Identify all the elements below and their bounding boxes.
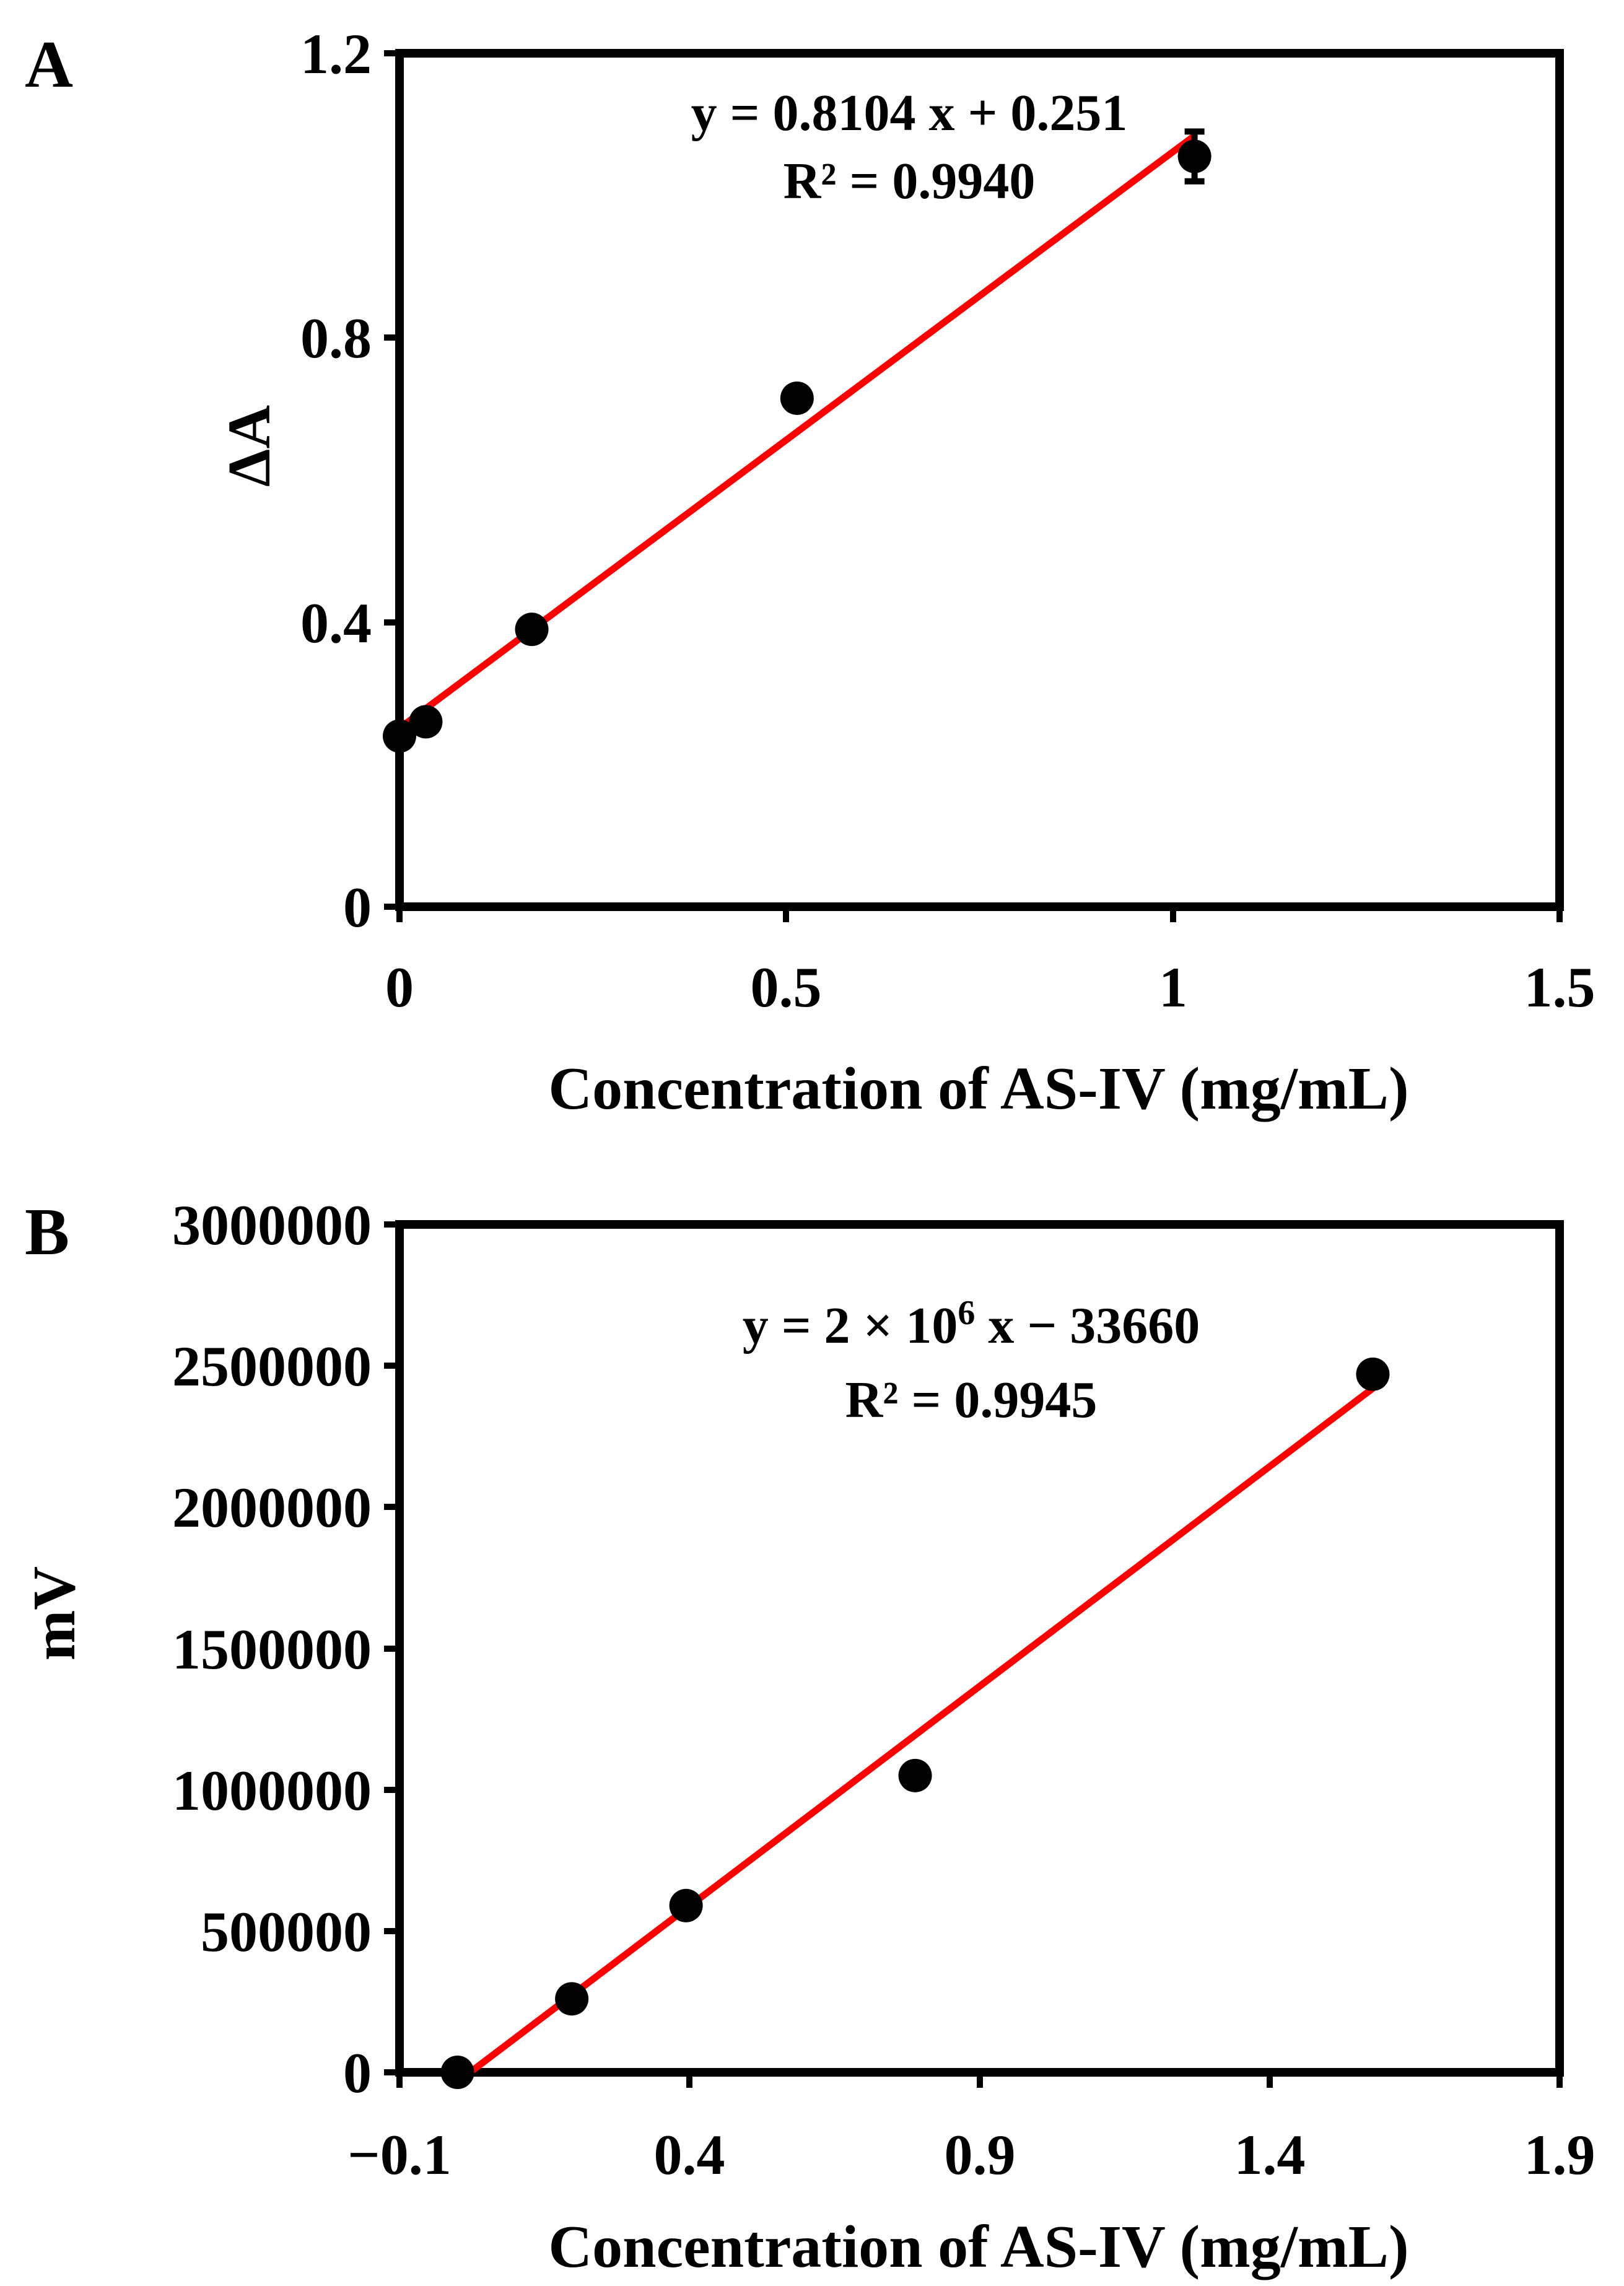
- panel-b-equation-superscript: 6: [958, 1294, 975, 1332]
- panel-a-x-axis-title: Concentration of AS-IV (mg/mL): [548, 1055, 1408, 1122]
- panel-b-r-squared: R² = 0.9945: [845, 1371, 1098, 1429]
- panel-b-equation-post: x − 33660: [975, 1297, 1200, 1355]
- panel-b-data-point: [1356, 1357, 1390, 1391]
- panel-a-y-axis-title: ΔA: [216, 405, 283, 487]
- panel-a-xtick-label: 1: [1159, 956, 1187, 1019]
- panel-b-equation-pre: y = 2 × 10: [743, 1297, 958, 1355]
- panel-b-xtick-label: 0.9: [945, 2123, 1016, 2186]
- panel-a-ytick-label: 1.2: [300, 22, 372, 85]
- panel-b-y-ticks: 0 500000 1000000 1500000 2000000 2500000…: [172, 1193, 399, 2105]
- panel-b-xtick-label: 0.4: [654, 2123, 725, 2186]
- panel-b-ytick-label: 1500000: [172, 1618, 372, 1681]
- panel-b-x-ticks: −0.1 0.4 0.9 1.4 1.9: [347, 2072, 1596, 2186]
- panel-b-label: B: [25, 1195, 69, 1269]
- panel-b-data-point: [669, 1888, 703, 1922]
- panel-b-ytick-label: 2500000: [172, 1335, 372, 1398]
- panel-b-data-points: [440, 1357, 1390, 2089]
- panel-b-ytick-label: 500000: [201, 1900, 372, 1963]
- panel-b-trendline: [468, 1385, 1375, 2075]
- panel-a-data-point: [780, 381, 814, 415]
- panel-a-ytick-label: 0: [343, 876, 372, 939]
- panel-b-ytick-label: 2000000: [172, 1476, 372, 1539]
- panel-a-ytick-label: 0.8: [300, 307, 372, 370]
- panel-a-xtick-label: 0: [385, 956, 414, 1019]
- panel-b: B 0 500000 1000000 1500000 2000000 25000…: [21, 1193, 1596, 2280]
- panel-a-xtick-label: 0.5: [751, 956, 822, 1019]
- panel-a-data-point: [515, 613, 549, 647]
- panel-b-ytick-label: 3000000: [172, 1193, 372, 1257]
- panel-a-r-squared: R² = 0.9940: [784, 152, 1036, 210]
- panel-b-xtick-label: −0.1: [347, 2123, 451, 2186]
- panel-a-y-ticks: 0 0.4 0.8 1.2: [300, 22, 399, 939]
- panel-a-data-point: [383, 719, 416, 753]
- panel-b-trend-equation: y = 2 × 106 x − 33660: [743, 1294, 1200, 1355]
- panel-b-y-axis-title: mV: [21, 1566, 88, 1660]
- panel-a-label: A: [25, 28, 73, 102]
- panel-a-data-point: [1177, 139, 1211, 173]
- panel-b-xtick-label: 1.9: [1524, 2123, 1596, 2186]
- panel-a-xtick-label: 1.5: [1524, 956, 1596, 1019]
- panel-b-x-axis-title: Concentration of AS-IV (mg/mL): [548, 2214, 1408, 2280]
- panel-b-data-point: [555, 1982, 589, 2016]
- panel-a-plot-frame: [395, 49, 1564, 911]
- panel-b-xtick-label: 1.4: [1234, 2123, 1306, 2186]
- panel-a-ytick-label: 0.4: [300, 591, 372, 655]
- panel-a-trend-equation: y = 0.8104 x + 0.251: [691, 84, 1128, 142]
- panel-b-ytick-label: 0: [343, 2041, 372, 2105]
- panel-a: A 0 0.4 0.8 1.2 0 0.5 1 1.5 Concentratio…: [25, 22, 1596, 1122]
- panel-a-x-ticks: 0 0.5 1 1.5: [385, 907, 1596, 1019]
- panel-a-data-points: [383, 139, 1211, 753]
- panel-b-data-point: [440, 2056, 474, 2089]
- panel-b-data-point: [898, 1758, 932, 1792]
- panel-b-ytick-label: 1000000: [172, 1759, 372, 1822]
- panel-a-data-point: [409, 705, 443, 739]
